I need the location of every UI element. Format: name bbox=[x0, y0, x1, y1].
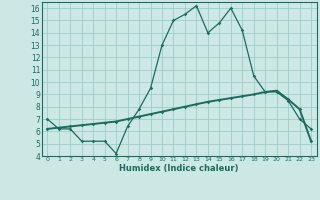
X-axis label: Humidex (Indice chaleur): Humidex (Indice chaleur) bbox=[119, 164, 239, 173]
